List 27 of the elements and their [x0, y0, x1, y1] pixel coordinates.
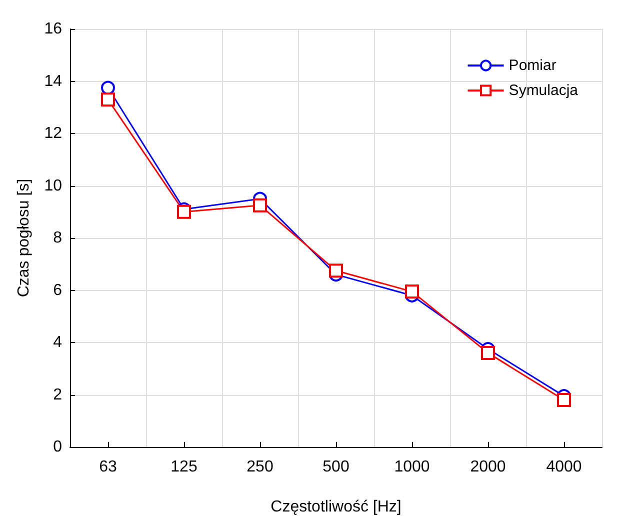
- point: [177, 204, 191, 219]
- y-tick-label: 0: [53, 438, 62, 456]
- y-axis-title: Czas pogłosu [s]: [16, 178, 32, 298]
- y-tick-label: 6: [53, 282, 62, 299]
- point: [557, 392, 571, 407]
- legend-label: Pomiar: [508, 57, 556, 74]
- x-axis-title: Częstotliwość [Hz]: [270, 498, 402, 516]
- x-tick-label: 2000: [470, 458, 506, 476]
- point: [405, 284, 419, 299]
- point: [253, 198, 267, 212]
- legend-label: Symulacja: [508, 82, 579, 99]
- point: [329, 264, 343, 278]
- point: [481, 346, 495, 360]
- x-tick-label: 63: [99, 458, 117, 476]
- point: [101, 92, 115, 107]
- x-tick-label: 500: [322, 458, 350, 476]
- y-tick-label: 8: [53, 230, 62, 246]
- y-tick-label: 12: [44, 125, 62, 142]
- x-tick-label: 1000: [394, 458, 430, 476]
- x-tick-label: 250: [246, 458, 274, 476]
- x-tick-label: 4000: [546, 458, 582, 476]
- y-tick-label: 16: [44, 20, 62, 38]
- y-tick-label: 10: [44, 177, 62, 194]
- y-tick-label: 14: [44, 72, 62, 90]
- y-tick-label: 2: [53, 386, 62, 404]
- x-tick-label: 125: [170, 458, 198, 476]
- y-tick-label: 4: [53, 334, 62, 351]
